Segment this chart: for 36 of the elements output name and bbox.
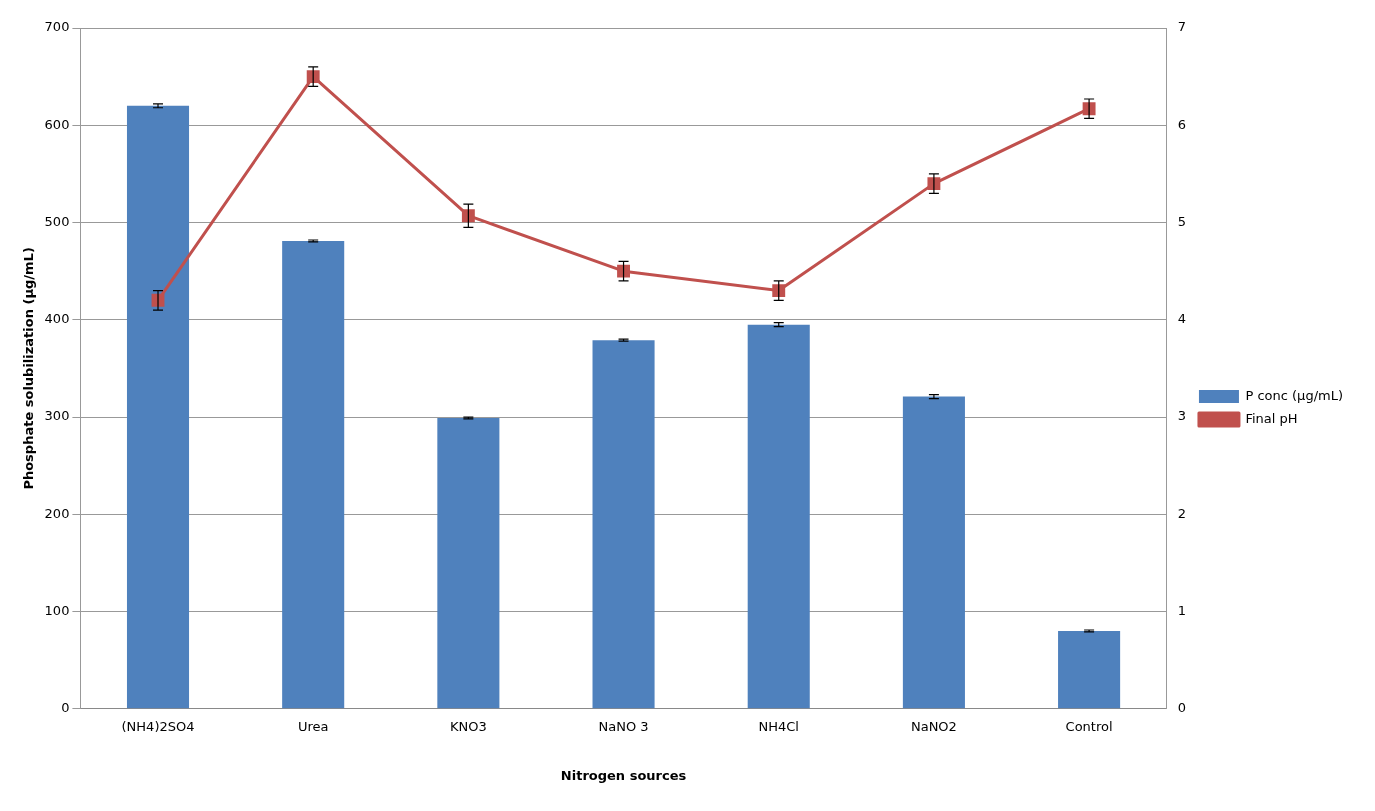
bar [747,324,810,709]
y2-tick-label: 5 [1177,213,1186,229]
bar [282,240,345,709]
y2-tick-label: 1 [1177,602,1186,618]
y2-tick-label: 4 [1177,311,1186,327]
x-tick-label: Urea [297,718,329,734]
x-axis-title: Nitrogen sources [560,767,687,783]
y2-tick-label: 0 [1177,700,1186,716]
legend-label: P conc (µg/mL) [1245,387,1343,403]
point [306,70,320,84]
bar [126,105,190,709]
bar [592,340,655,709]
x-tick-label: KNO3 [449,718,487,734]
y-tick-label: 200 [44,505,70,521]
x-tick-label: (NH4)2SO4 [121,718,195,734]
bar [902,396,965,709]
y-tick-label: 700 [44,19,70,35]
y2-tick-label: 2 [1177,505,1186,521]
y-tick-label: 300 [44,408,70,424]
x-tick-label: Control [1065,718,1113,734]
x-tick-label: NaNO2 [910,718,957,734]
y-tick-label: 400 [44,311,70,327]
y-tick-label: 0 [61,700,70,716]
y2-tick-label: 7 [1177,19,1186,35]
point [772,284,786,298]
x-tick-label: NaNO 3 [598,718,649,734]
y-tick-label: 600 [44,116,70,132]
y-axis-title: Phosphate solubilization (µg/mL) [21,247,37,490]
y2-tick-label: 3 [1177,408,1186,424]
y-tick-label: 100 [44,602,70,618]
y-tick-label: 500 [44,213,70,229]
bar [1058,630,1121,709]
bar [437,418,500,709]
x-tick-label: NH4Cl [758,718,799,734]
legend-label: Final pH [1245,410,1298,426]
y2-tick-label: 6 [1177,116,1186,132]
